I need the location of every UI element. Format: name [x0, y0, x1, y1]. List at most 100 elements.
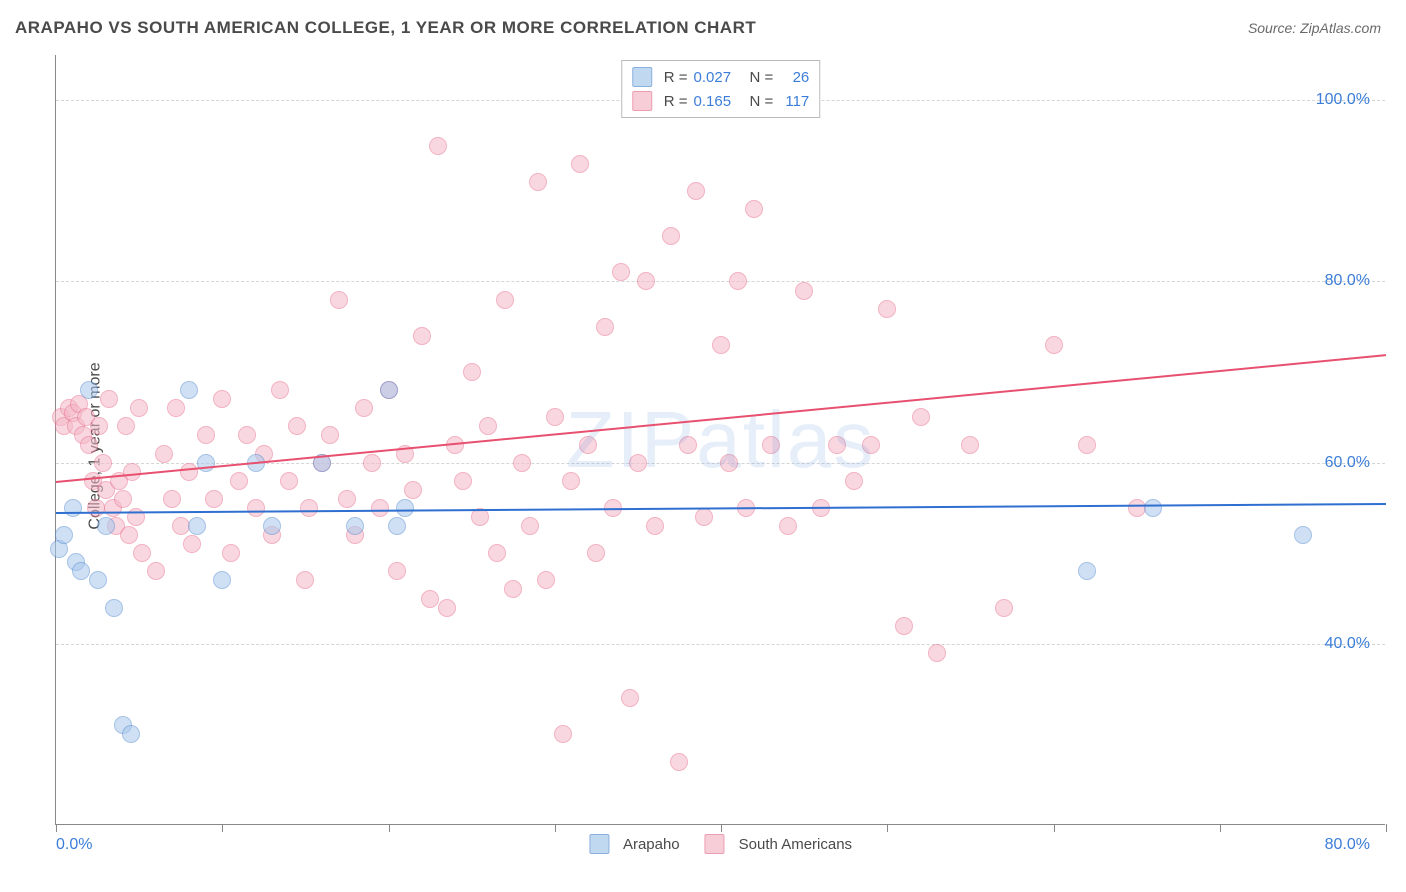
- y-tick-label: 40.0%: [1325, 635, 1370, 653]
- legend-row: R = 0.165 N = 117: [632, 89, 810, 113]
- scatter-point: [1045, 336, 1063, 354]
- scatter-point: [554, 725, 572, 743]
- scatter-point: [388, 517, 406, 535]
- scatter-point: [396, 499, 414, 517]
- scatter-point: [155, 445, 173, 463]
- scatter-point: [300, 499, 318, 517]
- scatter-point: [662, 227, 680, 245]
- scatter-point: [230, 472, 248, 490]
- scatter-point: [587, 544, 605, 562]
- legend-swatch: [589, 834, 609, 854]
- scatter-point: [346, 517, 364, 535]
- scatter-point: [961, 436, 979, 454]
- scatter-point: [488, 544, 506, 562]
- legend-r-label: R =: [664, 93, 688, 110]
- scatter-point: [167, 399, 185, 417]
- scatter-point: [263, 517, 281, 535]
- scatter-point: [720, 454, 738, 472]
- gridline: [56, 644, 1385, 645]
- scatter-point: [1078, 562, 1096, 580]
- scatter-point: [321, 426, 339, 444]
- scatter-point: [296, 571, 314, 589]
- scatter-point: [695, 508, 713, 526]
- scatter-point: [355, 399, 373, 417]
- scatter-point: [172, 517, 190, 535]
- scatter-point: [878, 300, 896, 318]
- legend-n-value: 26: [779, 69, 809, 86]
- scatter-point: [862, 436, 880, 454]
- scatter-point: [338, 490, 356, 508]
- legend-label: South Americans: [739, 836, 852, 853]
- scatter-point: [64, 499, 82, 517]
- scatter-point: [912, 408, 930, 426]
- legend-r-value: 0.027: [694, 69, 744, 86]
- scatter-point: [712, 336, 730, 354]
- legend-r-value: 0.165: [694, 93, 744, 110]
- legend-n-label: N =: [750, 93, 774, 110]
- scatter-point: [55, 526, 73, 544]
- scatter-point: [1078, 436, 1096, 454]
- scatter-point: [404, 481, 422, 499]
- scatter-point: [222, 544, 240, 562]
- legend-n-value: 117: [779, 93, 809, 110]
- scatter-point: [180, 463, 198, 481]
- x-tick: [555, 824, 556, 832]
- scatter-point: [571, 155, 589, 173]
- x-tick: [1386, 824, 1387, 832]
- scatter-point: [90, 417, 108, 435]
- scatter-point: [795, 282, 813, 300]
- scatter-point: [546, 408, 564, 426]
- scatter-point: [388, 562, 406, 580]
- scatter-point: [188, 517, 206, 535]
- scatter-point: [845, 472, 863, 490]
- legend-series: Arapaho South Americans: [589, 834, 852, 854]
- scatter-point: [380, 381, 398, 399]
- scatter-point: [330, 291, 348, 309]
- scatter-point: [114, 490, 132, 508]
- scatter-point: [133, 544, 151, 562]
- scatter-point: [94, 454, 112, 472]
- legend-r-label: R =: [664, 69, 688, 86]
- y-tick-label: 100.0%: [1316, 91, 1370, 109]
- scatter-point: [612, 263, 630, 281]
- scatter-point: [123, 463, 141, 481]
- scatter-point: [183, 535, 201, 553]
- scatter-point: [80, 436, 98, 454]
- scatter-point: [1294, 526, 1312, 544]
- x-tick: [1054, 824, 1055, 832]
- scatter-point: [413, 327, 431, 345]
- scatter-point: [438, 599, 456, 617]
- scatter-point: [454, 472, 472, 490]
- scatter-point: [670, 753, 688, 771]
- scatter-point: [72, 562, 90, 580]
- legend-item: South Americans: [705, 834, 852, 854]
- scatter-point: [80, 381, 98, 399]
- scatter-point: [646, 517, 664, 535]
- scatter-point: [105, 599, 123, 617]
- scatter-point: [421, 590, 439, 608]
- scatter-point: [463, 363, 481, 381]
- scatter-point: [687, 182, 705, 200]
- scatter-point: [130, 399, 148, 417]
- scatter-point: [100, 390, 118, 408]
- scatter-point: [1144, 499, 1162, 517]
- scatter-point: [504, 580, 522, 598]
- scatter-point: [429, 137, 447, 155]
- scatter-point: [521, 517, 539, 535]
- legend-item: Arapaho: [589, 834, 680, 854]
- scatter-point: [205, 490, 223, 508]
- legend-swatch: [632, 67, 652, 87]
- scatter-point: [122, 725, 140, 743]
- scatter-point: [895, 617, 913, 635]
- scatter-point: [238, 426, 256, 444]
- legend-label: Arapaho: [623, 836, 680, 853]
- x-tick-label: 0.0%: [56, 836, 92, 854]
- source-label: Source: ZipAtlas.com: [1248, 20, 1381, 36]
- x-tick-label: 80.0%: [1325, 836, 1370, 854]
- legend-n-label: N =: [750, 69, 774, 86]
- scatter-point: [363, 454, 381, 472]
- scatter-chart: ZIPatlas R =0.027N =26R =0.165N =117 Ara…: [55, 55, 1385, 825]
- scatter-point: [180, 381, 198, 399]
- scatter-point: [596, 318, 614, 336]
- scatter-point: [288, 417, 306, 435]
